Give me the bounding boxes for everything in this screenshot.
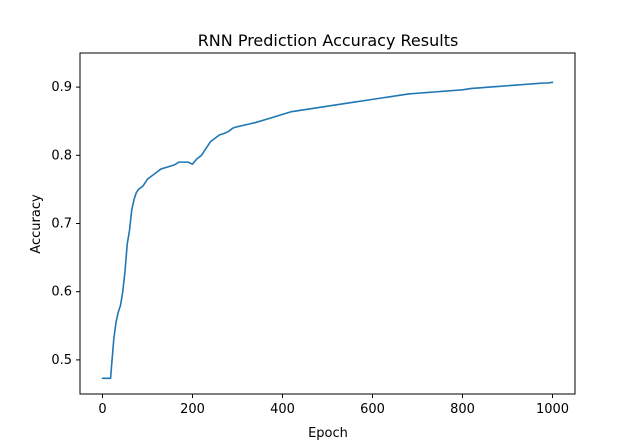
- accuracy-line: [101, 81, 554, 380]
- axes-frame: [79, 52, 576, 395]
- y-tick-label: 0.9: [51, 80, 72, 95]
- x-tick-label: 0: [98, 402, 106, 417]
- y-tick-label: 0.5: [51, 353, 72, 368]
- y-tick-label: 0.6: [51, 285, 72, 300]
- y-axis-label: Accuracy: [29, 194, 44, 254]
- x-axis-ticks: 0 200 400 600 800 1000: [98, 394, 569, 417]
- chart-title: RNN Prediction Accuracy Results: [198, 31, 459, 50]
- y-axis-ticks: 0.5 0.6 0.7 0.8 0.9: [51, 80, 80, 368]
- x-tick-label: 1000: [536, 402, 569, 417]
- plot-area: [101, 81, 554, 380]
- y-tick-label: 0.8: [51, 148, 72, 163]
- x-tick-label: 800: [450, 402, 475, 417]
- y-tick-label: 0.7: [51, 217, 72, 232]
- x-axis-label: Epoch: [308, 426, 348, 441]
- x-tick-label: 600: [360, 402, 385, 417]
- x-tick-label: 200: [180, 402, 205, 417]
- x-tick-label: 400: [270, 402, 295, 417]
